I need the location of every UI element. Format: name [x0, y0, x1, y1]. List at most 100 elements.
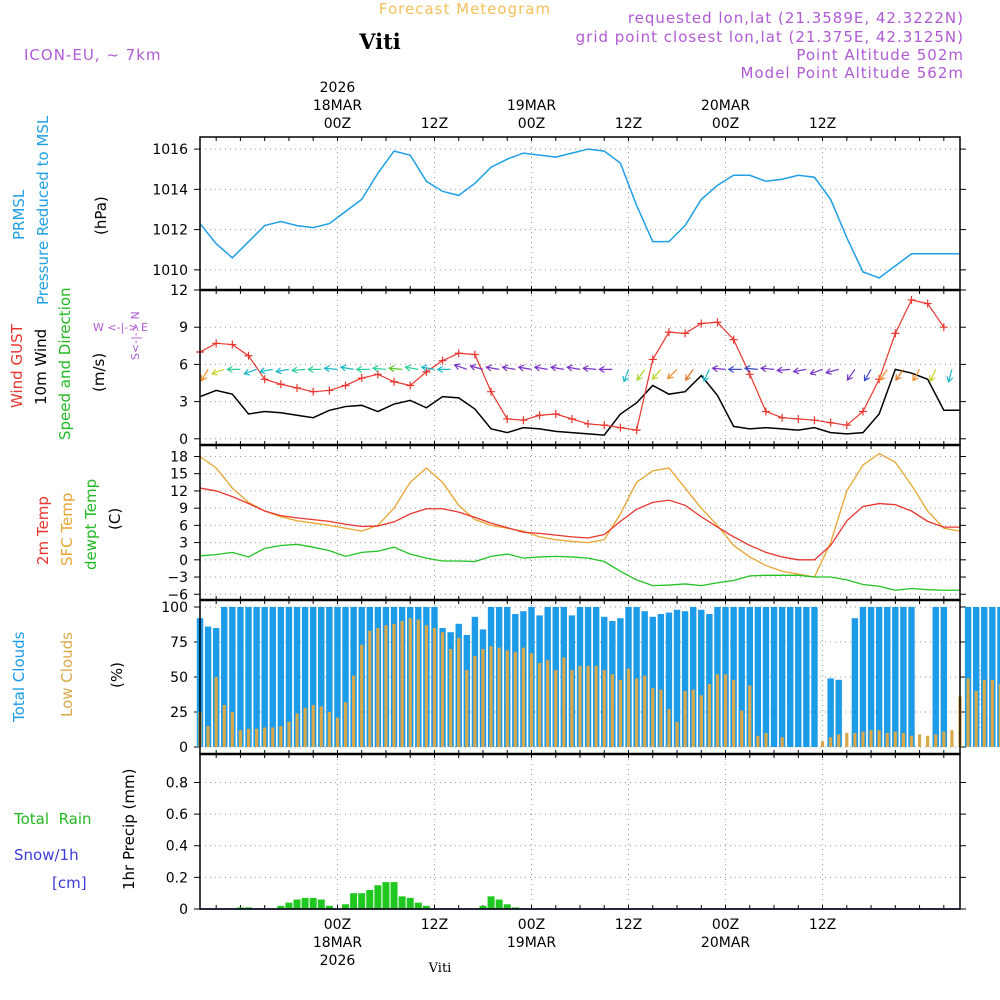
wind-direction-arrow	[485, 364, 500, 372]
y-tick-label: 0	[179, 902, 188, 918]
low-cloud-bar	[707, 684, 711, 747]
wind-direction-arrow	[501, 364, 516, 372]
time-label-bottom: 00Z	[712, 917, 739, 933]
low-cloud-bar	[513, 651, 517, 747]
total-cloud-bar	[301, 607, 309, 747]
low-cloud-bar	[408, 618, 412, 747]
time-label-top: 12Z	[615, 116, 642, 132]
chart-title: Forecast Meteogram	[379, 0, 551, 18]
gust-marker	[567, 414, 576, 423]
rain-bar	[325, 905, 333, 909]
low-cloud-bar	[327, 712, 331, 747]
panel-frame	[199, 753, 961, 910]
time-label-top: 2026	[320, 80, 356, 96]
gust-marker	[454, 349, 463, 358]
low-cloud-bar	[440, 632, 445, 747]
total-cloud-bar	[787, 607, 794, 747]
pressure-unit-label: (hPa)	[92, 196, 110, 235]
low-cloud-bar	[254, 728, 259, 747]
low-cloud-bar	[667, 709, 671, 747]
total-cloud-bar	[221, 607, 228, 747]
y-tick-label: 50	[170, 670, 188, 686]
low-cloud-bar	[651, 688, 655, 747]
rain-bar	[285, 902, 293, 909]
wind-direction-arrow	[598, 365, 613, 373]
low-cloud-bar	[974, 691, 978, 747]
total-cloud-bar	[657, 614, 665, 747]
low-cloud-bar	[966, 678, 970, 747]
gust-marker	[794, 414, 803, 423]
total-cloud-bar	[309, 607, 317, 747]
low-cloud-bar	[295, 713, 299, 747]
t2m-line	[199, 487, 960, 561]
wind-dir-label: Speed and Direction	[56, 287, 74, 440]
station-name: Viti	[358, 29, 401, 54]
low-cloud-bar	[885, 733, 889, 747]
gust-marker	[858, 407, 867, 416]
rain-bar	[406, 897, 414, 909]
rain-bar	[495, 899, 503, 909]
wind-direction-arrow	[929, 369, 937, 383]
low-cloud-bar	[279, 726, 283, 747]
gust-marker	[891, 329, 900, 338]
wind-direction-arrow	[792, 367, 807, 375]
time-label-bottom: 12Z	[809, 917, 836, 933]
compass-we-label: W <-|-> E	[93, 321, 148, 334]
total-cloud-bar	[673, 609, 681, 747]
wind-direction-arrow	[274, 367, 290, 375]
low-cloud-bar	[942, 731, 946, 747]
low-cloud-bar	[829, 737, 833, 747]
time-label-bottom: 19MAR	[507, 935, 556, 951]
total-cloud-bar	[334, 607, 341, 747]
rain-bar	[236, 907, 244, 909]
total-cloud-bar	[245, 607, 252, 747]
total-cloud-bar	[269, 607, 276, 747]
total-cloud-bar	[803, 607, 810, 747]
low-cloud-bar	[626, 668, 631, 747]
y-tick-label: −6	[167, 587, 188, 603]
gust-marker	[939, 323, 948, 332]
gust-marker	[244, 351, 253, 360]
total-cloud-bar	[859, 607, 867, 747]
y-tick-label: 0	[179, 432, 188, 448]
panel-frame	[199, 136, 961, 291]
low-cloud-bar	[554, 670, 558, 747]
low-cloud-bar	[432, 628, 437, 747]
y-tick-label: 6	[179, 518, 188, 534]
low-cloud-bar	[206, 726, 210, 747]
low-cloud-bar	[303, 707, 307, 747]
gust-marker	[713, 318, 722, 327]
gust-marker	[681, 329, 690, 338]
low-cloud-bar	[263, 727, 267, 747]
total-cloud-bar	[698, 609, 705, 747]
wind-direction-arrow	[759, 365, 775, 373]
y-tick-label: 0	[179, 553, 188, 569]
time-label-bottom: 12Z	[615, 917, 642, 933]
gust-marker	[438, 356, 447, 365]
time-label-bottom: 20MAR	[701, 935, 750, 951]
total-cloud-bar	[633, 607, 640, 747]
low-cloud-bar	[586, 665, 590, 747]
gust-marker	[422, 367, 431, 376]
t2m-label: 2m Temp	[34, 496, 52, 565]
low-cloud-bar	[376, 628, 380, 747]
gust-marker	[276, 380, 285, 389]
total-cloud-bar	[293, 607, 301, 747]
low-cloud-bar	[392, 623, 396, 747]
wind-direction-arrow	[895, 369, 904, 381]
wind-direction-arrow	[776, 366, 791, 374]
total-cloud-bar	[762, 607, 770, 747]
total-cloud-bar	[981, 607, 988, 747]
total-cloud-bar	[738, 607, 745, 747]
wind-direction-arrow	[549, 364, 564, 372]
wind-gust-label: Wind GUST	[8, 323, 26, 408]
total-cloud-bar	[989, 607, 996, 747]
low-cloud-bar	[748, 685, 752, 747]
low-cloud-bar	[457, 637, 461, 747]
point-altitude: Point Altitude 502m	[796, 46, 964, 64]
rain-bar	[382, 882, 390, 909]
y-tick-label: 3	[179, 536, 188, 552]
total-cloud-bar	[795, 607, 802, 747]
gust-marker	[907, 295, 916, 304]
total-cloud-bar	[681, 611, 689, 747]
